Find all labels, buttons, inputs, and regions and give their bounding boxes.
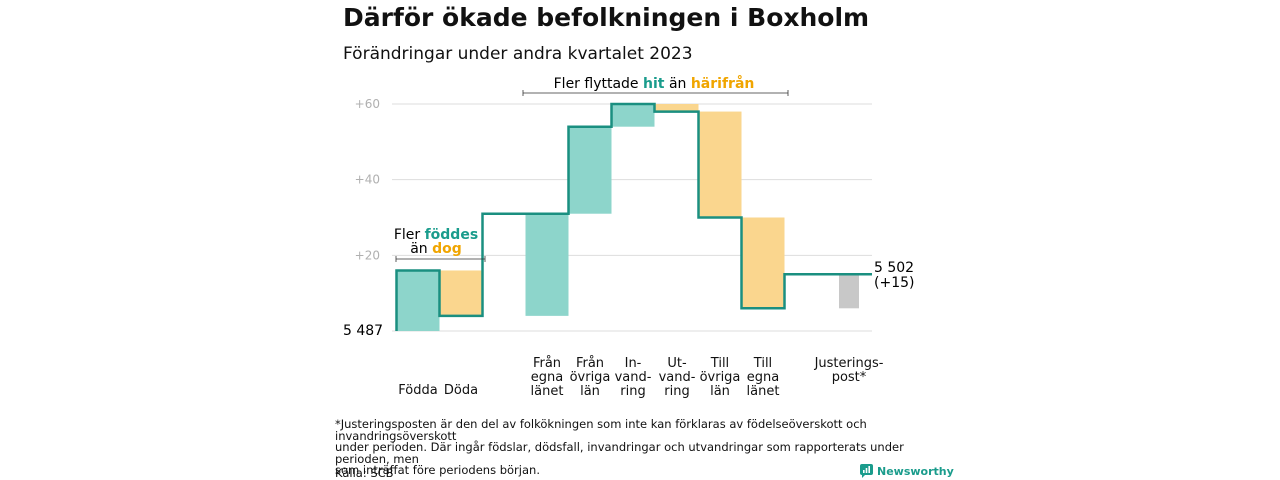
bars — [396, 104, 859, 331]
x-axis-label: Döda — [444, 383, 478, 398]
bar-increase — [396, 270, 440, 331]
bar-increase — [611, 104, 655, 127]
x-axis-label: ring — [664, 384, 689, 399]
y-tick-label: +20 — [355, 248, 380, 262]
bar-decrease — [741, 217, 785, 309]
x-axis-label: länet — [531, 384, 564, 399]
x-axis-label: övriga — [700, 370, 741, 385]
x-axis-label: vand- — [615, 370, 652, 385]
x-axis-label: Till — [710, 356, 729, 371]
chart-title: Därför ökade befolkningen i Boxholm — [343, 3, 870, 32]
y-axis-ticks: +20 +40 +60 — [355, 97, 380, 262]
bar-increase — [525, 213, 569, 316]
x-axis-label: Från — [576, 356, 604, 371]
x-axis-label: Justerings- — [814, 356, 884, 371]
chart-subtitle: Förändringar under andra kvartalet 2023 — [343, 44, 693, 64]
x-axis-label: län — [710, 384, 730, 399]
y-tick-label: +40 — [355, 173, 380, 187]
footnote: *Justeringsposten är den del av folkökni… — [335, 417, 904, 477]
x-axis-label: Ut- — [667, 356, 687, 371]
waterfall-chart: +20+40+60 Födda DödaFrånegnalänetFrånövri… — [343, 75, 914, 399]
newsworthy-logo-icon — [860, 464, 873, 478]
end-value-label: 5 502 — [874, 260, 914, 276]
x-axis-label: In- — [625, 356, 642, 371]
x-axis-label: ring — [620, 384, 645, 399]
x-axis-label: egna — [531, 370, 563, 385]
migration-annotation-text: Fler flyttade hit än härifrån — [554, 75, 755, 92]
x-axis-label: post* — [832, 370, 867, 385]
x-axis-label: Födda — [398, 383, 437, 398]
x-axis-label: vand- — [659, 370, 696, 385]
x-axis-label: län — [580, 384, 600, 399]
grid-lines — [392, 103, 872, 332]
cumulative-line — [395, 102, 872, 331]
x-axis-label: länet — [747, 384, 780, 399]
brand-label: Newsworthy — [877, 464, 954, 478]
birth-annotation-line1: Fler föddes — [394, 227, 478, 243]
birth-death-annotation: Fler föddes än dog — [394, 227, 486, 262]
brand-logo: Newsworthy — [860, 464, 954, 478]
end-change-label: (+15) — [874, 275, 914, 291]
migration-annotation: Fler flyttade hit än härifrån — [522, 75, 789, 96]
cumulative-step-line — [395, 102, 872, 331]
source-label: Källa: SCB — [335, 466, 394, 480]
x-axis-label: Från — [533, 356, 561, 371]
y-tick-label: +60 — [355, 97, 380, 111]
birth-annotation-line2: än dog — [410, 241, 462, 257]
bar-decrease — [655, 104, 699, 112]
x-axis-label: Till — [753, 356, 772, 371]
x-axis-label: egna — [747, 370, 779, 385]
x-axis-labels: Födda DödaFrånegnalänetFrånövrigalänIn-va… — [398, 356, 883, 399]
x-axis-label: övriga — [570, 370, 611, 385]
bar-decrease — [439, 270, 483, 316]
start-value-label: 5 487 — [343, 323, 383, 339]
bar-increase — [568, 126, 612, 214]
bar-decrease — [698, 111, 742, 218]
bar-adjustment — [839, 274, 859, 309]
